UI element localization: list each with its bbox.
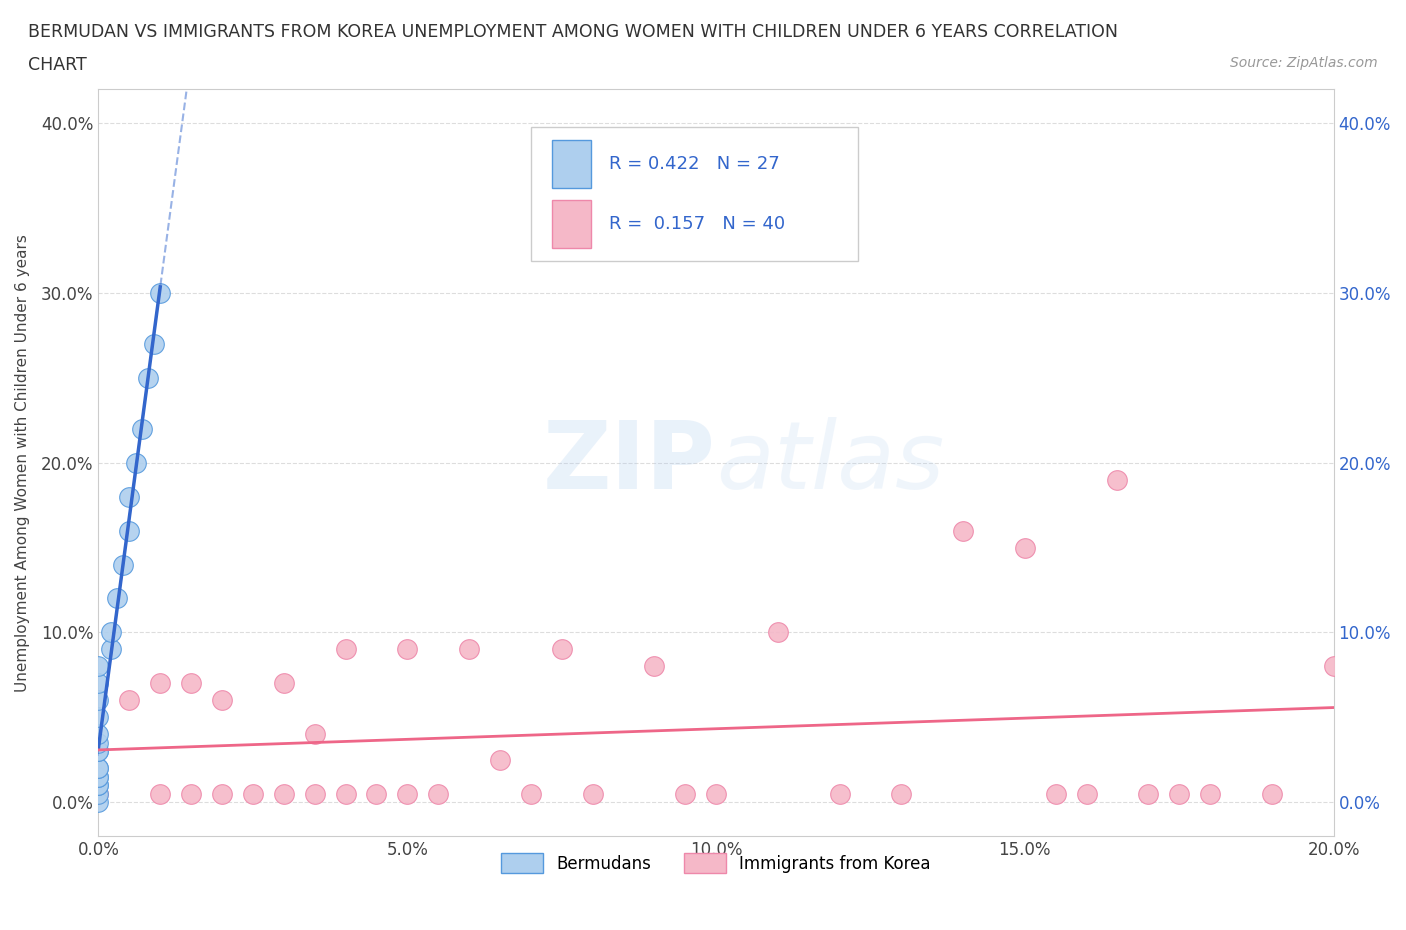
Text: R =  0.157   N = 40: R = 0.157 N = 40 [609, 215, 785, 232]
Point [87, 736, 110, 751]
Point [673, 786, 696, 801]
Point [828, 786, 851, 801]
Point [520, 786, 543, 801]
Point [100, 642, 122, 657]
Point [105, 591, 128, 605]
Point [1323, 658, 1346, 673]
Point [1137, 786, 1160, 801]
Point [87, 794, 110, 809]
Point [890, 786, 912, 801]
Point [100, 625, 122, 640]
Point [335, 786, 357, 801]
Text: BERMUDAN VS IMMIGRANTS FROM KOREA UNEMPLOYMENT AMONG WOMEN WITH CHILDREN UNDER 6: BERMUDAN VS IMMIGRANTS FROM KOREA UNEMPL… [28, 23, 1118, 41]
Point [118, 693, 141, 708]
Point [1076, 786, 1098, 801]
Point [396, 642, 419, 657]
Point [273, 786, 295, 801]
Point [1045, 786, 1067, 801]
Point [427, 786, 450, 801]
Point [87, 726, 110, 741]
Point [1261, 786, 1284, 801]
Point [1107, 472, 1129, 487]
FancyBboxPatch shape [551, 200, 592, 248]
Point [766, 625, 789, 640]
Point [118, 489, 141, 504]
Point [335, 642, 357, 657]
Point [124, 456, 146, 471]
Point [87, 777, 110, 792]
Text: R = 0.422   N = 27: R = 0.422 N = 27 [609, 155, 779, 173]
Point [489, 752, 512, 767]
Point [118, 524, 141, 538]
Point [87, 761, 110, 776]
Point [704, 786, 727, 801]
Point [87, 777, 110, 792]
Point [396, 786, 419, 801]
Point [1199, 786, 1222, 801]
Point [211, 693, 233, 708]
Point [87, 761, 110, 776]
Point [112, 557, 135, 572]
Point [87, 744, 110, 759]
Point [180, 786, 202, 801]
Point [131, 421, 153, 436]
Point [581, 786, 603, 801]
Point [87, 769, 110, 784]
Point [143, 337, 166, 352]
Point [366, 786, 388, 801]
Point [180, 676, 202, 691]
Point [149, 676, 172, 691]
Y-axis label: Unemployment Among Women with Children Under 6 years: Unemployment Among Women with Children U… [15, 233, 30, 692]
Point [87, 769, 110, 784]
Text: Source: ZipAtlas.com: Source: ZipAtlas.com [1230, 56, 1378, 70]
Text: CHART: CHART [28, 56, 87, 73]
Point [550, 642, 572, 657]
Point [304, 726, 326, 741]
Point [136, 370, 159, 385]
FancyBboxPatch shape [531, 126, 858, 261]
Point [87, 710, 110, 724]
Point [87, 744, 110, 759]
Point [273, 676, 295, 691]
Point [211, 786, 233, 801]
Point [242, 786, 264, 801]
Point [149, 286, 172, 300]
Point [87, 658, 110, 673]
Point [1168, 786, 1191, 801]
Point [304, 786, 326, 801]
FancyBboxPatch shape [551, 140, 592, 189]
Point [87, 676, 110, 691]
Point [87, 786, 110, 801]
Point [149, 786, 172, 801]
Legend: Bermudans, Immigrants from Korea: Bermudans, Immigrants from Korea [495, 846, 938, 880]
Point [87, 786, 110, 801]
Point [643, 658, 665, 673]
Point [458, 642, 481, 657]
Text: atlas: atlas [716, 418, 945, 508]
Point [952, 524, 974, 538]
Point [1014, 540, 1036, 555]
Point [87, 693, 110, 708]
Text: ZIP: ZIP [543, 417, 716, 509]
